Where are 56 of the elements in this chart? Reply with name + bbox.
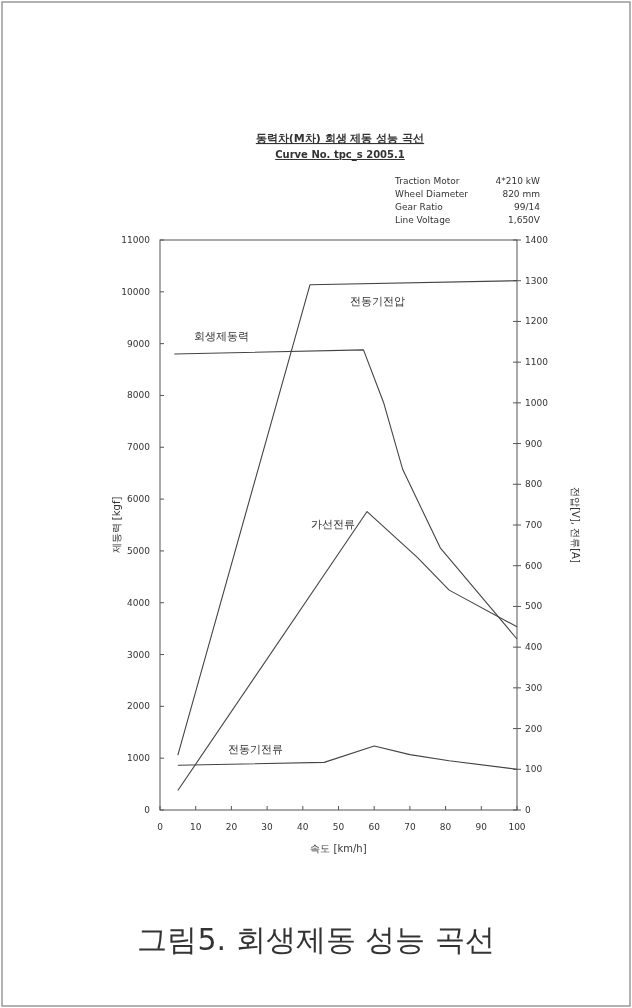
y2-tick-label: 1200 — [525, 316, 549, 327]
y-tick-label: 8000 — [127, 390, 151, 401]
y2-tick-label: 300 — [525, 682, 543, 693]
x-tick-label: 80 — [439, 822, 452, 832]
y-tick-label: 9000 — [127, 338, 151, 349]
x-axis-title: 속도 [km/h] — [310, 843, 367, 854]
y2-tick-label: 1000 — [525, 397, 549, 408]
y-tick-label: 4000 — [127, 597, 151, 608]
x-tick-label: 100 — [508, 822, 526, 832]
y-tick-label: 11000 — [121, 235, 151, 245]
series-label: 회생제동력 — [194, 330, 250, 343]
y2-tick-label: 1100 — [525, 357, 549, 368]
x-tick-label: 30 — [261, 822, 274, 832]
text: 820 mm — [502, 189, 540, 199]
chart-subtitle: Curve No. tpc_s 2005.1 — [275, 149, 405, 161]
y-tick-label: 3000 — [127, 649, 151, 660]
x-tick-label: 40 — [297, 822, 309, 832]
text: 4*210 kW — [495, 176, 541, 186]
chart-title: 동력차(M차) 회생 제동 성능 곡선 — [255, 132, 425, 145]
y2-tick-label: 900 — [525, 438, 543, 449]
text: Line Voltage — [395, 215, 451, 225]
x-tick-label: 50 — [332, 822, 345, 832]
y-tick-label: 5000 — [127, 545, 151, 556]
y-tick-label: 0 — [144, 805, 151, 815]
y-tick-label: 10000 — [121, 286, 151, 297]
x-tick-label: 10 — [189, 822, 202, 832]
y2-tick-label: 1300 — [525, 275, 549, 286]
y2-tick-label: 0 — [525, 805, 531, 815]
x-tick-label: 70 — [404, 822, 416, 832]
text: Gear Ratio — [395, 202, 444, 212]
series-label: 전동기전류 — [227, 743, 283, 757]
y-axis-title: 제동력 [kgf] — [111, 496, 122, 554]
x-tick-label: 60 — [368, 822, 381, 832]
y-tick-label: 2000 — [127, 701, 151, 712]
y-tick-label: 1000 — [127, 753, 151, 764]
text: Traction Motor — [394, 176, 460, 186]
series-label: 가선전류 — [311, 517, 356, 531]
y-tick-label: 6000 — [127, 494, 151, 505]
y2-tick-label: 600 — [525, 560, 543, 571]
y2-tick-label: 1400 — [525, 235, 549, 245]
x-tick-label: 20 — [225, 822, 238, 832]
series-label: 전동기전압 — [349, 294, 405, 308]
y2-tick-label: 700 — [525, 520, 543, 530]
y2-tick-label: 200 — [525, 723, 543, 734]
text: 1,650V — [508, 215, 541, 225]
text: Wheel Diameter — [395, 189, 469, 199]
x-tick-label: 90 — [475, 822, 488, 832]
text: 99/14 — [514, 202, 541, 212]
y2-tick-label: 500 — [525, 601, 543, 612]
x-tick-label: 0 — [157, 822, 164, 832]
caption: 그림5. 회생제동 성능 곡선 — [137, 922, 495, 957]
y-tick-label: 7000 — [127, 442, 151, 453]
y2-tick-label: 800 — [525, 479, 543, 490]
y2-tick-label: 100 — [525, 764, 543, 775]
y2-tick-label: 400 — [525, 642, 543, 653]
y2-axis-title: 전압[V], 전류[A] — [570, 487, 581, 563]
